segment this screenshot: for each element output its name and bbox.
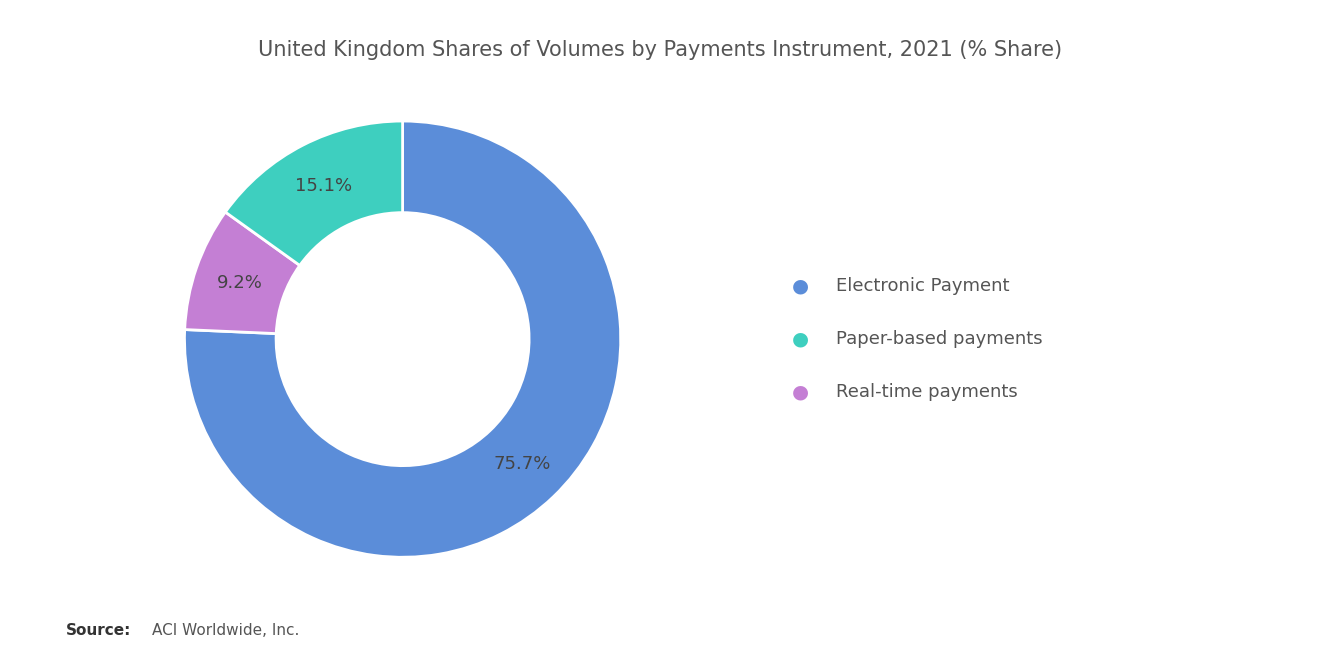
Text: 9.2%: 9.2%: [216, 274, 263, 292]
Text: Paper-based payments: Paper-based payments: [836, 330, 1043, 348]
Wedge shape: [185, 121, 620, 557]
Text: Real-time payments: Real-time payments: [836, 383, 1018, 402]
Text: ACI Worldwide, Inc.: ACI Worldwide, Inc.: [152, 623, 300, 638]
Text: United Kingdom Shares of Volumes by Payments Instrument, 2021 (% Share): United Kingdom Shares of Volumes by Paym…: [257, 40, 1063, 60]
Text: 15.1%: 15.1%: [296, 177, 352, 195]
Text: 75.7%: 75.7%: [494, 455, 550, 473]
Wedge shape: [226, 121, 403, 265]
Text: ●: ●: [792, 383, 809, 402]
Text: Electronic Payment: Electronic Payment: [836, 277, 1008, 295]
Text: ●: ●: [792, 277, 809, 295]
Text: Source:: Source:: [66, 623, 132, 638]
Wedge shape: [185, 212, 300, 334]
Text: ●: ●: [792, 330, 809, 348]
